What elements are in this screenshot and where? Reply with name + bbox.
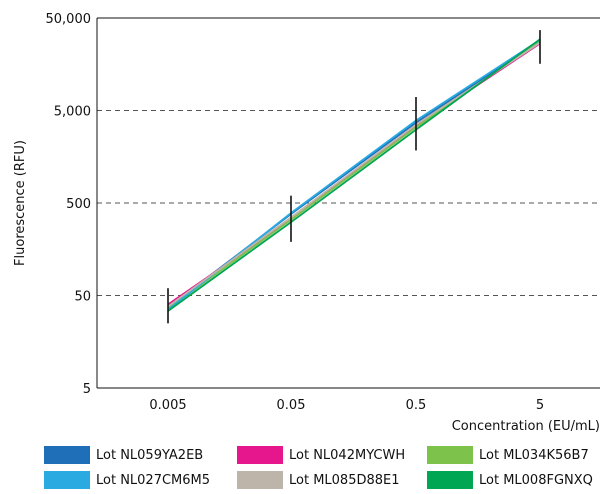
legend-label: Lot ML034K56B7 xyxy=(479,447,589,463)
error-bars xyxy=(167,30,541,324)
x-tick-label: 0.005 xyxy=(149,398,186,413)
x-tick-label: 5 xyxy=(536,398,544,413)
y-tick-label: 50,000 xyxy=(46,12,92,27)
y-tick-label: 5,000 xyxy=(54,105,91,120)
tick-labels: 5 50 500 5,000 50,000 0.005 0.05 0.5 5 xyxy=(46,12,545,413)
axes xyxy=(96,18,600,389)
x-tick-label: 0.05 xyxy=(277,398,306,413)
x-axis-title: Concentration (EU/mL) xyxy=(452,419,600,434)
legend-swatch xyxy=(237,471,283,489)
y-tick-label: 50 xyxy=(74,290,91,305)
series-line xyxy=(167,38,541,312)
y-tick-label: 5 xyxy=(83,382,91,397)
series-layer xyxy=(167,38,541,312)
legend-item: Lot NL059YA2EB xyxy=(44,445,203,465)
legend-swatch xyxy=(237,446,283,464)
legend-swatch xyxy=(44,446,90,464)
grid-lines xyxy=(97,17,600,296)
x-tick-label: 0.5 xyxy=(406,398,427,413)
legend-item: Lot ML034K56B7 xyxy=(427,445,589,465)
legend-label: Lot ML008FGNXQ xyxy=(479,472,593,488)
chart: 5 50 500 5,000 50,000 0.005 0.05 0.5 5 Fluoresce… xyxy=(13,12,600,434)
legend-item: Lot NL027CM6M5 xyxy=(44,470,210,490)
legend-item: Lot ML008FGNXQ xyxy=(427,470,593,490)
y-axis-title: Fluorescence (RFU) xyxy=(13,140,28,266)
legend-swatch xyxy=(427,446,473,464)
y-tick-label: 500 xyxy=(66,197,91,212)
legend-swatch xyxy=(44,471,90,489)
legend-label: Lot NL059YA2EB xyxy=(96,447,204,463)
legend-label: Lot NL042MYCWH xyxy=(289,447,406,463)
legend-label: Lot ML085D88E1 xyxy=(289,472,400,488)
legend-item: Lot ML085D88E1 xyxy=(237,470,400,490)
legend-label: Lot NL027CM6M5 xyxy=(96,472,211,488)
legend: Lot NL059YA2EB Lot NL042MYCWH Lot ML034K56… xyxy=(44,445,610,493)
legend-item: Lot NL042MYCWH xyxy=(237,445,405,465)
legend-swatch xyxy=(427,471,473,489)
